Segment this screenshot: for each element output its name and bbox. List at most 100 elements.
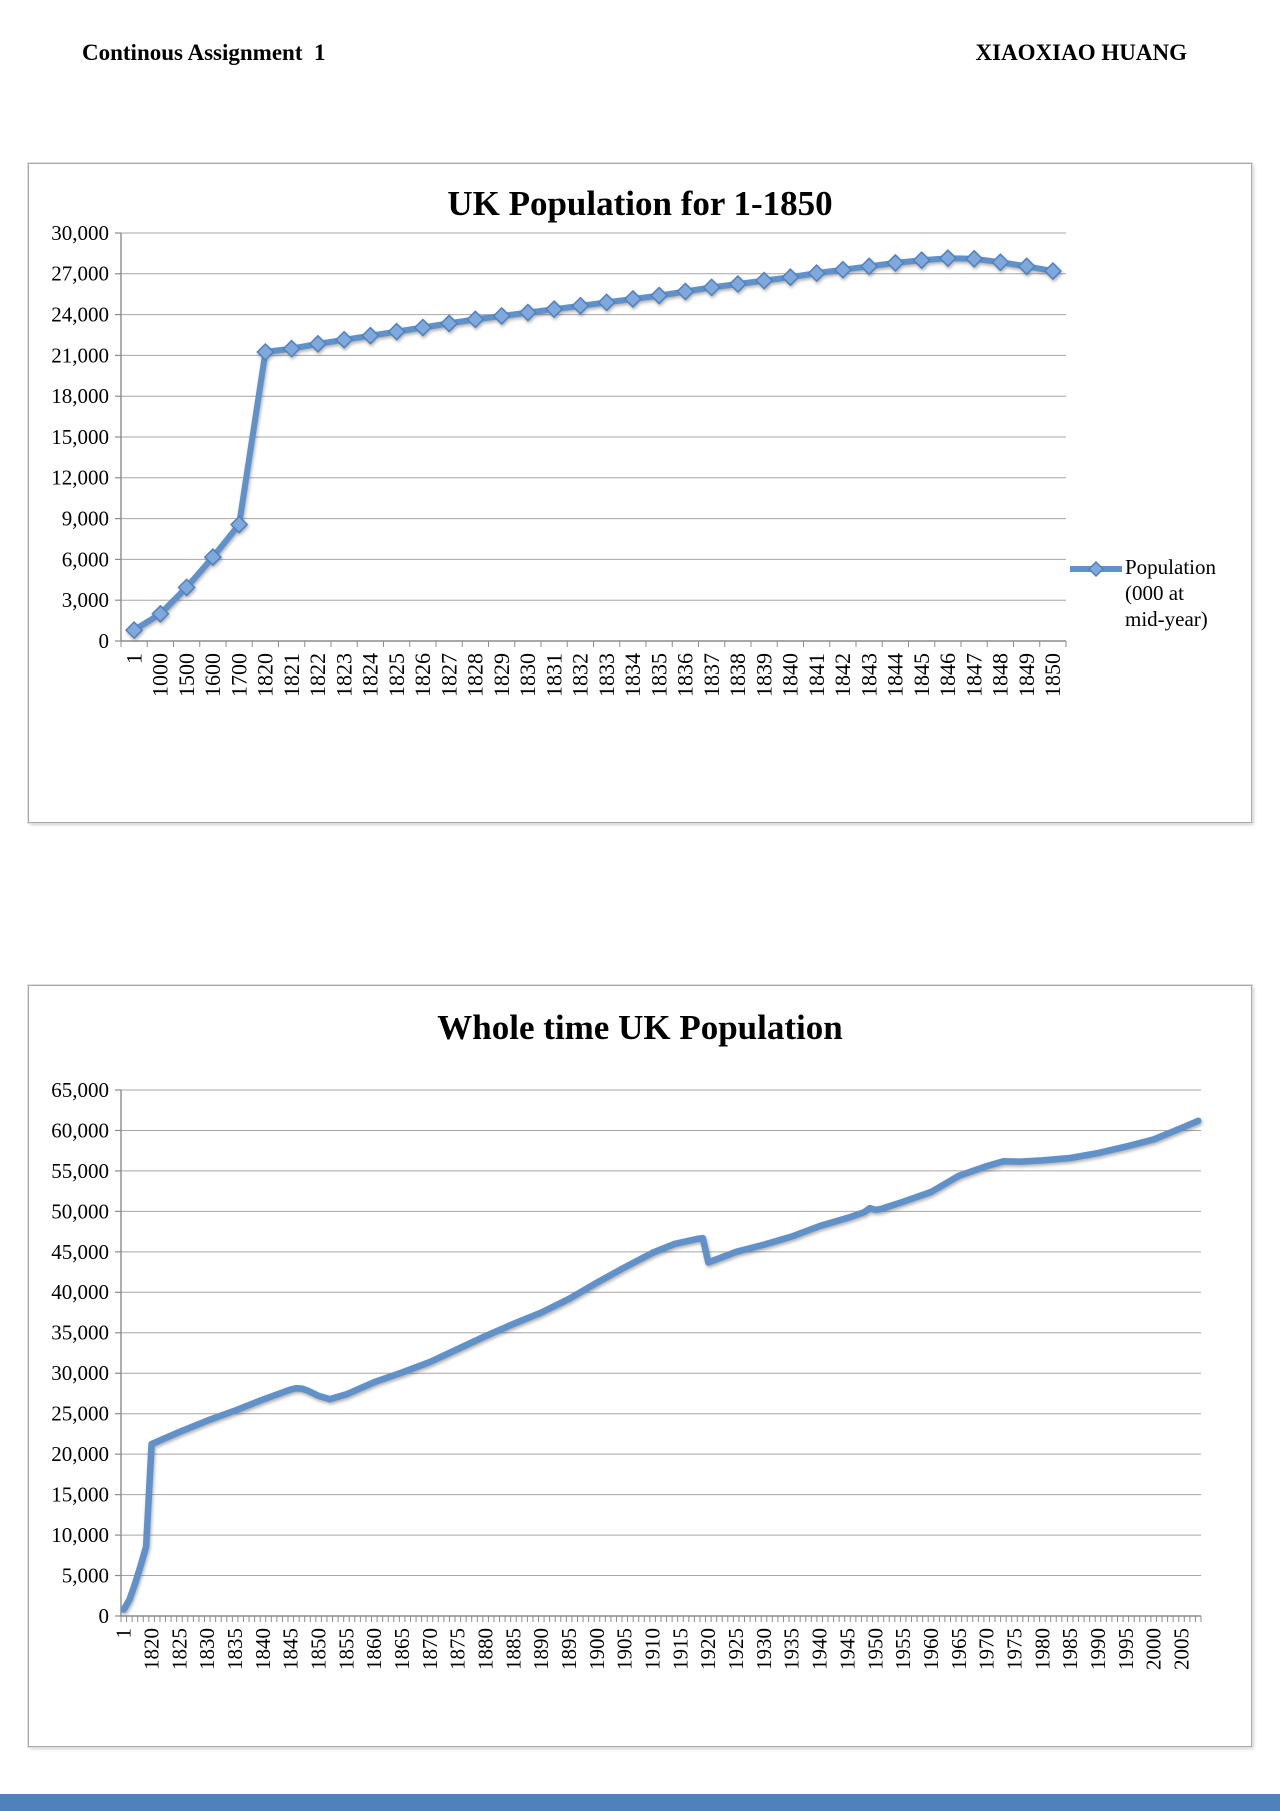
svg-text:1915: 1915 bbox=[668, 1628, 692, 1670]
svg-text:25,000: 25,000 bbox=[51, 1402, 109, 1426]
svg-text:1930: 1930 bbox=[752, 1628, 776, 1670]
chart1-title: UK Population for 1-1850 bbox=[447, 184, 833, 223]
chart1-legend[interactable]: Population (000 at mid-year) bbox=[1069, 554, 1216, 632]
svg-text:1821: 1821 bbox=[279, 653, 304, 697]
chart1-plot: 0 3,000 6,000 9,000 12,000 15,000 18,000 21,000… bbox=[51, 221, 1067, 697]
svg-text:5,000: 5,000 bbox=[62, 1563, 109, 1587]
svg-text:1970: 1970 bbox=[975, 1628, 999, 1670]
svg-text:1840: 1840 bbox=[251, 1628, 275, 1670]
svg-text:1843: 1843 bbox=[856, 653, 881, 697]
svg-text:1: 1 bbox=[121, 653, 146, 664]
svg-text:1830: 1830 bbox=[515, 653, 540, 697]
svg-text:1825: 1825 bbox=[167, 1628, 191, 1670]
legend-line-marker-icon bbox=[1070, 561, 1122, 577]
chart1-container[interactable]: 0 3,000 6,000 9,000 12,000 15,000 18,000 21,000… bbox=[28, 163, 1252, 823]
svg-text:18,000: 18,000 bbox=[51, 384, 109, 408]
svg-text:1925: 1925 bbox=[724, 1628, 748, 1670]
svg-text:1980: 1980 bbox=[1030, 1628, 1054, 1670]
svg-text:1824: 1824 bbox=[358, 653, 383, 697]
svg-text:1905: 1905 bbox=[613, 1628, 637, 1670]
svg-text:1850: 1850 bbox=[307, 1628, 331, 1670]
svg-text:1500: 1500 bbox=[174, 653, 199, 697]
svg-text:40,000: 40,000 bbox=[51, 1280, 109, 1304]
svg-text:1845: 1845 bbox=[909, 653, 934, 697]
svg-text:1826: 1826 bbox=[410, 653, 435, 697]
assignment-title: Continous Assignment 1 bbox=[82, 40, 326, 65]
svg-text:1839: 1839 bbox=[751, 653, 776, 697]
gridlines bbox=[121, 232, 1066, 601]
svg-text:1995: 1995 bbox=[1114, 1628, 1138, 1670]
svg-text:1820: 1820 bbox=[253, 653, 278, 697]
svg-text:1850: 1850 bbox=[1040, 653, 1065, 697]
svg-text:1950: 1950 bbox=[863, 1628, 887, 1670]
svg-text:1975: 1975 bbox=[1002, 1628, 1026, 1670]
svg-text:27,000: 27,000 bbox=[51, 262, 109, 286]
svg-text:2005: 2005 bbox=[1169, 1628, 1193, 1670]
svg-text:1847: 1847 bbox=[961, 653, 986, 697]
svg-text:30,000: 30,000 bbox=[51, 1361, 109, 1385]
axis-labels: 0 5,000 10,000 15,000 20,000 25,000 30,000 35,0… bbox=[51, 1078, 1193, 1670]
svg-text:1823: 1823 bbox=[331, 653, 356, 697]
axes-and-ticks bbox=[115, 1089, 1202, 1622]
svg-text:1820: 1820 bbox=[140, 1628, 164, 1670]
svg-text:1846: 1846 bbox=[935, 653, 960, 697]
svg-text:35,000: 35,000 bbox=[51, 1321, 109, 1345]
svg-text:1835: 1835 bbox=[223, 1628, 247, 1670]
axis-labels: 0 3,000 6,000 9,000 12,000 15,000 18,000 21,000… bbox=[51, 221, 1065, 697]
svg-text:1870: 1870 bbox=[418, 1628, 442, 1670]
svg-text:1960: 1960 bbox=[919, 1628, 943, 1670]
svg-text:3,000: 3,000 bbox=[62, 588, 109, 612]
svg-text:1910: 1910 bbox=[641, 1628, 665, 1670]
svg-text:1837: 1837 bbox=[699, 653, 724, 697]
svg-text:1880: 1880 bbox=[474, 1628, 498, 1670]
svg-text:1836: 1836 bbox=[673, 653, 698, 697]
svg-text:1965: 1965 bbox=[947, 1628, 971, 1670]
svg-text:9,000: 9,000 bbox=[62, 507, 109, 531]
chart2-container[interactable]: 0 5,000 10,000 15,000 20,000 25,000 30,000 35,0… bbox=[28, 985, 1252, 1747]
svg-text:1000: 1000 bbox=[148, 653, 173, 697]
svg-text:1828: 1828 bbox=[463, 653, 488, 697]
axes-and-ticks bbox=[115, 232, 1067, 647]
svg-text:10,000: 10,000 bbox=[51, 1523, 109, 1547]
legend-label: Population (000 at mid-year) bbox=[1125, 555, 1217, 631]
svg-text:1865: 1865 bbox=[390, 1628, 414, 1670]
svg-text:55,000: 55,000 bbox=[51, 1159, 109, 1183]
svg-text:1855: 1855 bbox=[334, 1628, 358, 1670]
svg-text:1831: 1831 bbox=[541, 653, 566, 697]
svg-text:1848: 1848 bbox=[988, 653, 1013, 697]
svg-text:1829: 1829 bbox=[489, 653, 514, 697]
svg-text:20,000: 20,000 bbox=[51, 1442, 109, 1466]
svg-text:1840: 1840 bbox=[778, 653, 803, 697]
svg-text:1885: 1885 bbox=[501, 1628, 525, 1670]
svg-text:1935: 1935 bbox=[780, 1628, 804, 1670]
svg-text:65,000: 65,000 bbox=[51, 1078, 109, 1102]
svg-text:1833: 1833 bbox=[594, 653, 619, 697]
svg-text:15,000: 15,000 bbox=[51, 425, 109, 449]
svg-text:2000: 2000 bbox=[1142, 1628, 1166, 1670]
svg-text:1990: 1990 bbox=[1086, 1628, 1110, 1670]
svg-text:1900: 1900 bbox=[585, 1628, 609, 1670]
svg-text:1825: 1825 bbox=[384, 653, 409, 697]
svg-text:6,000: 6,000 bbox=[62, 547, 109, 571]
svg-text:1842: 1842 bbox=[830, 653, 855, 697]
svg-text:1985: 1985 bbox=[1058, 1628, 1082, 1670]
gridlines bbox=[121, 1089, 1201, 1577]
svg-text:1890: 1890 bbox=[529, 1628, 553, 1670]
svg-text:1860: 1860 bbox=[362, 1628, 386, 1670]
svg-text:12,000: 12,000 bbox=[51, 466, 109, 490]
chart2-title: Whole time UK Population bbox=[437, 1008, 843, 1047]
svg-text:1945: 1945 bbox=[835, 1628, 859, 1670]
chart2-plot: 0 5,000 10,000 15,000 20,000 25,000 30,000 35,0… bbox=[51, 1078, 1202, 1670]
svg-text:1955: 1955 bbox=[891, 1628, 915, 1670]
svg-text:1841: 1841 bbox=[804, 653, 829, 697]
svg-text:30,000: 30,000 bbox=[51, 221, 109, 245]
svg-text:1835: 1835 bbox=[646, 653, 671, 697]
svg-text:1875: 1875 bbox=[446, 1628, 470, 1670]
author-name: XIAOXIAO HUANG bbox=[975, 40, 1187, 65]
svg-text:1920: 1920 bbox=[696, 1628, 720, 1670]
svg-text:50,000: 50,000 bbox=[51, 1199, 109, 1223]
svg-text:1895: 1895 bbox=[557, 1628, 581, 1670]
svg-text:0: 0 bbox=[99, 629, 110, 653]
svg-text:1849: 1849 bbox=[1014, 653, 1039, 697]
svg-text:24,000: 24,000 bbox=[51, 303, 109, 327]
